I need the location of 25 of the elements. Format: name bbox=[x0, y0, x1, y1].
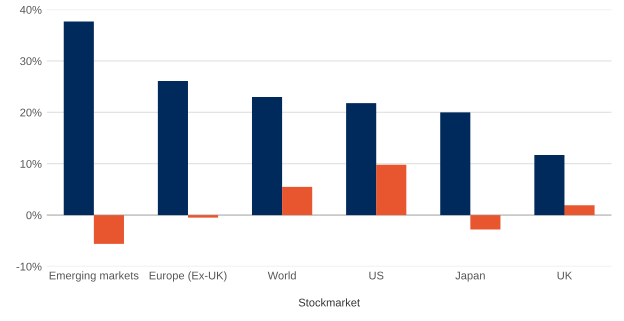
y-tick-label: 0% bbox=[26, 211, 42, 220]
x-tick-label: World bbox=[268, 271, 296, 280]
bar bbox=[188, 215, 218, 218]
bar bbox=[64, 21, 94, 216]
bar bbox=[376, 164, 406, 216]
bar bbox=[534, 154, 564, 216]
y-tick-label: -10% bbox=[16, 262, 42, 271]
y-tick-label: 20% bbox=[20, 108, 42, 116]
x-tick-label: US bbox=[369, 272, 384, 280]
x-axis-title: Stockmarket bbox=[298, 298, 360, 306]
bar bbox=[440, 112, 470, 216]
x-tick-label: Europe (Ex-UK) bbox=[150, 271, 226, 282]
bar bbox=[252, 96, 282, 216]
y-tick-label: 30% bbox=[20, 57, 42, 66]
bar bbox=[94, 215, 124, 244]
bar bbox=[282, 186, 312, 216]
bar bbox=[564, 205, 595, 216]
x-tick-label: UK bbox=[558, 272, 572, 280]
x-tick-label: Japan bbox=[455, 272, 485, 282]
bar bbox=[346, 103, 376, 216]
x-tick-label: Emerging markets bbox=[50, 271, 139, 282]
y-tick-label: 10% bbox=[20, 160, 42, 168]
bar bbox=[470, 215, 500, 230]
bar bbox=[158, 81, 188, 216]
y-tick-label: 40% bbox=[20, 6, 42, 14]
